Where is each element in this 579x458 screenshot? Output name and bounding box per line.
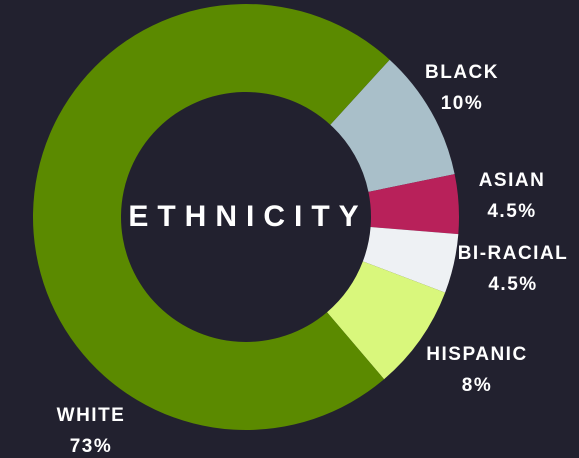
category-label: ASIAN [479, 170, 546, 191]
value-label: 8% [462, 375, 492, 396]
value-label: 4.5% [488, 274, 537, 295]
wedge [330, 59, 455, 192]
wedge [33, 4, 390, 431]
category-label: BLACK [425, 62, 499, 83]
value-label: 4.5% [487, 201, 536, 222]
category-label: HISPANIC [426, 344, 527, 365]
chart-title: ETHNICITY [128, 200, 367, 233]
wedge [327, 261, 446, 380]
wedge [362, 227, 459, 293]
value-label: 10% [441, 93, 484, 114]
category-label: BI-RACIAL [458, 243, 569, 264]
wedge [368, 174, 459, 235]
value-label: 73% [70, 436, 113, 457]
category-label: WHITE [57, 405, 126, 426]
